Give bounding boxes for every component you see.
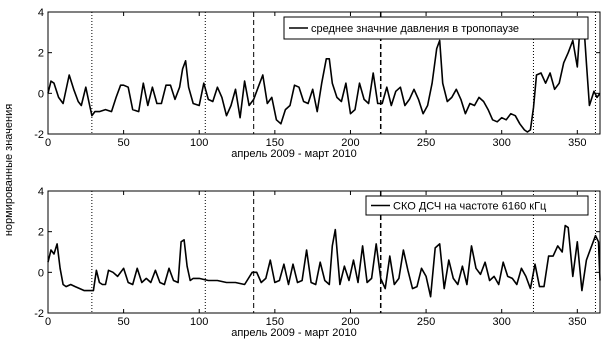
y-tick-label: 4 xyxy=(38,7,44,19)
x-axis-label: апрель 2009 - март 2010 xyxy=(231,327,357,339)
series-line-0 xyxy=(47,224,601,298)
x-tick-label: 350 xyxy=(568,137,586,149)
x-axis-label: апрель 2009 - март 2010 xyxy=(231,148,357,160)
legend-box xyxy=(283,16,589,40)
x-tick-label: 0 xyxy=(45,316,51,328)
shared-y-axis-label: нормированные значения xyxy=(3,104,15,236)
x-tick-label: 200 xyxy=(341,316,359,328)
y-tick-label: 2 xyxy=(38,48,44,60)
x-tick-label: 250 xyxy=(417,316,435,328)
series-line-0 xyxy=(47,17,601,133)
x-tick-label: 300 xyxy=(493,137,511,149)
y-tick-label: -2 xyxy=(34,308,44,320)
legend: среднее значние давления в тропопаузе xyxy=(283,16,589,40)
x-tick-label: 50 xyxy=(117,137,129,149)
legend: СКО ДСЧ на частоте 6160 кГц xyxy=(365,195,589,216)
y-tick-label: -2 xyxy=(34,129,44,141)
legend-label: СКО ДСЧ на частоте 6160 кГц xyxy=(393,201,547,213)
x-tick-label: 100 xyxy=(190,316,208,328)
x-tick-label: 150 xyxy=(266,137,284,149)
y-tick-label: 4 xyxy=(38,186,44,198)
y-tick-label: 0 xyxy=(38,88,44,100)
legend-box xyxy=(365,195,589,216)
x-tick-label: 350 xyxy=(568,316,586,328)
x-tick-label: 0 xyxy=(45,137,51,149)
x-tick-label: 200 xyxy=(341,137,359,149)
legend-label: среднее значние давления в тропопаузе xyxy=(311,23,519,35)
y-tick-label: 2 xyxy=(38,227,44,239)
x-tick-label: 300 xyxy=(493,316,511,328)
x-tick-label: 250 xyxy=(417,137,435,149)
y-tick-label: 0 xyxy=(38,267,44,279)
x-tick-label: 150 xyxy=(266,316,284,328)
x-tick-label: 50 xyxy=(117,316,129,328)
x-tick-label: 100 xyxy=(190,137,208,149)
